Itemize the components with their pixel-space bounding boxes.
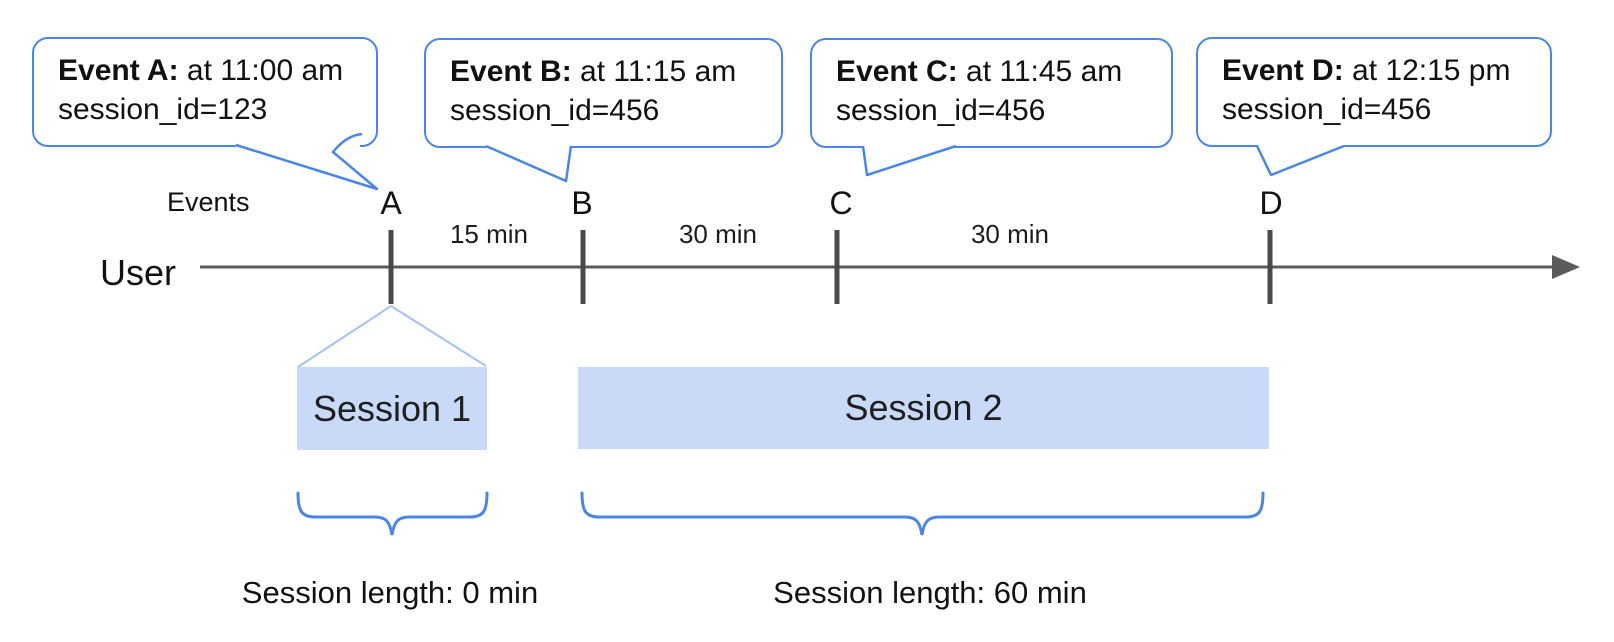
user-label: User bbox=[100, 252, 177, 293]
event-a-session-id: session_id=123 bbox=[58, 93, 268, 126]
session-1-length-label: Session length: 0 min bbox=[241, 575, 539, 610]
events-label: Events bbox=[167, 187, 250, 217]
event-bubble-c: Event C: at 11:45 am session_id=456 bbox=[810, 38, 1173, 148]
event-b-line1: Event B: at 11:15 am bbox=[450, 52, 771, 91]
event-a-line1: Event A: at 11:00 am bbox=[58, 51, 366, 90]
event-letter-d: D bbox=[1259, 185, 1283, 221]
event-a-title: Event A: bbox=[58, 54, 179, 87]
interval-label-ab: 15 min bbox=[449, 219, 529, 249]
event-letter-c: C bbox=[829, 185, 853, 221]
event-letter-b: B bbox=[571, 185, 593, 221]
event-b-title: Event B: bbox=[450, 55, 572, 88]
session-2-bar: Session 2 bbox=[578, 367, 1269, 449]
event-bubble-a: Event A: at 11:00 am session_id=123 bbox=[32, 37, 378, 147]
event-c-session-id: session_id=456 bbox=[836, 94, 1046, 127]
event-bubble-b: Event B: at 11:15 am session_id=456 bbox=[424, 38, 783, 148]
session-2-brace-icon bbox=[580, 491, 1265, 536]
session-1-bar: Session 1 bbox=[297, 367, 487, 450]
event-c-title: Event C: bbox=[836, 55, 958, 88]
session-2-length-label: Session length: 60 min bbox=[773, 575, 1087, 610]
interval-label-cd: 30 min bbox=[970, 219, 1050, 249]
event-bubble-d: Event D: at 12:15 pm session_id=456 bbox=[1196, 37, 1552, 147]
event-a-time: at 11:00 am bbox=[186, 54, 344, 87]
event-c-time: at 11:45 am bbox=[966, 55, 1123, 88]
event-d-line1: Event D: at 12:15 pm bbox=[1222, 51, 1540, 90]
axis-arrowhead-icon bbox=[1552, 255, 1580, 279]
session-1-brace-icon bbox=[296, 491, 489, 536]
event-d-time: at 12:15 pm bbox=[1352, 54, 1511, 87]
event-d-title: Event D: bbox=[1222, 54, 1344, 87]
event-c-line1: Event C: at 11:45 am bbox=[836, 52, 1161, 91]
event-b-session-id: session_id=456 bbox=[450, 94, 660, 127]
session-2-label: Session 2 bbox=[844, 387, 1003, 428]
event-b-time: at 11:15 am bbox=[580, 55, 737, 88]
event-letter-a: A bbox=[380, 185, 402, 221]
session-1-label: Session 1 bbox=[312, 387, 472, 429]
event-d-session-id: session_id=456 bbox=[1222, 93, 1432, 126]
session-funnel-icon bbox=[297, 305, 487, 368]
interval-label-bc: 30 min bbox=[678, 219, 758, 249]
